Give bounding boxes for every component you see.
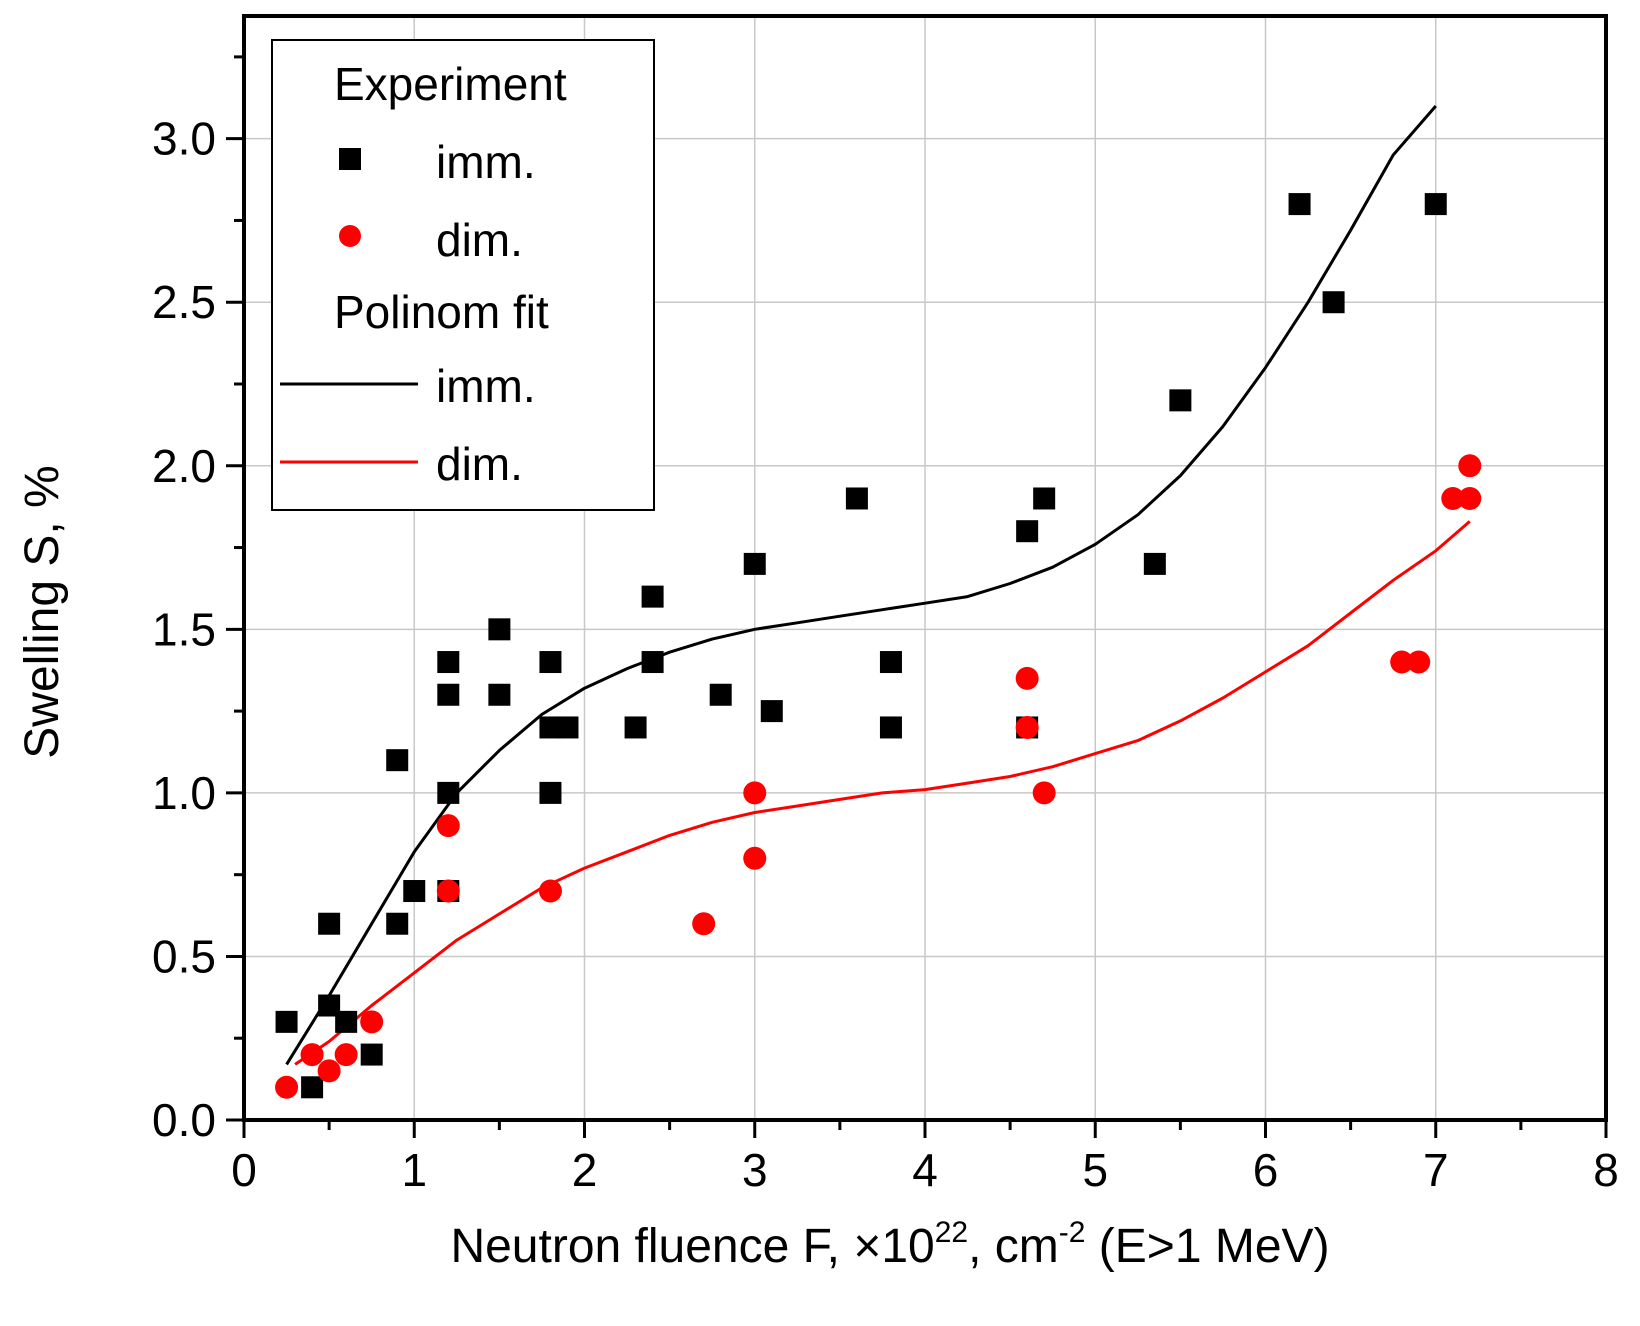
legend-box	[271, 39, 655, 511]
data-point-imm	[335, 1010, 358, 1033]
fit-line-imm	[285, 105, 1437, 1066]
data-point-dim	[300, 1043, 324, 1067]
data-point-imm	[539, 651, 562, 674]
data-point-imm	[1143, 552, 1166, 575]
legend-imm-experiment-label: imm.	[436, 136, 536, 188]
data-point-imm	[1424, 193, 1447, 216]
data-point-imm	[386, 749, 409, 772]
data-point-imm	[275, 1010, 298, 1033]
y-tick-label: 0.0	[152, 1094, 216, 1146]
data-point-dim	[436, 879, 460, 903]
data-point-dim	[1407, 650, 1431, 674]
legend-imm-marker	[339, 148, 361, 170]
data-point-imm	[301, 1076, 324, 1099]
data-point-imm	[1288, 193, 1311, 216]
y-axis-title: Swelling S, %	[16, 465, 69, 758]
data-point-imm	[641, 585, 664, 608]
data-point-imm	[488, 683, 511, 706]
legend: Experiment imm. dim. Polinom fit imm. di…	[271, 39, 655, 511]
x-tick-label: 1	[401, 1144, 427, 1196]
data-point-dim	[1390, 650, 1414, 674]
legend-dim-experiment-label: dim.	[436, 214, 523, 266]
y-tick-label: 1.0	[152, 767, 216, 819]
x-axis-title-unit: , cm	[968, 1220, 1059, 1273]
data-point-imm	[743, 552, 766, 575]
data-points	[275, 193, 1482, 1099]
x-tick-label: 5	[1082, 1144, 1108, 1196]
data-point-dim	[275, 1075, 299, 1099]
data-point-imm	[879, 716, 902, 739]
data-point-imm	[403, 880, 426, 903]
x-tick-label: 3	[742, 1144, 768, 1196]
data-point-dim	[743, 781, 767, 805]
data-point-imm	[437, 781, 460, 804]
data-point-dim	[1015, 666, 1039, 690]
x-axis-title-exponent: 22	[935, 1216, 968, 1249]
data-point-imm	[437, 683, 460, 706]
data-point-dim	[1458, 486, 1482, 510]
x-tick-label: 8	[1593, 1144, 1619, 1196]
data-point-imm	[488, 618, 511, 641]
data-point-dim	[1032, 781, 1056, 805]
data-point-imm	[386, 912, 409, 935]
x-tick-label: 0	[231, 1144, 257, 1196]
axes	[226, 14, 1608, 1138]
data-point-dim	[1015, 715, 1039, 739]
x-tick-label: 2	[572, 1144, 598, 1196]
data-point-dim	[743, 846, 767, 870]
legend-fit-title: Polinom fit	[334, 286, 549, 338]
x-tick-label: 6	[1253, 1144, 1279, 1196]
data-point-dim	[334, 1043, 358, 1067]
x-tick-label: 4	[912, 1144, 938, 1196]
data-point-imm	[641, 651, 664, 674]
data-point-imm	[1322, 291, 1345, 314]
x-axis-title-suffix: (E>1 MeV)	[1085, 1220, 1329, 1273]
legend-dim-marker	[339, 225, 361, 247]
y-tick-label: 2.0	[152, 440, 216, 492]
data-point-imm	[1169, 389, 1192, 412]
legend-imm-fit-label: imm.	[436, 360, 536, 412]
data-point-imm	[539, 781, 562, 804]
y-tick-label: 0.5	[152, 930, 216, 982]
data-point-dim	[1441, 486, 1465, 510]
x-axis-title-unit-exponent: -2	[1059, 1216, 1086, 1249]
y-tick-label: 2.5	[152, 276, 216, 328]
fit-curves	[285, 105, 1471, 1066]
data-point-dim	[317, 1059, 341, 1083]
data-point-imm	[1016, 520, 1039, 543]
data-point-dim	[538, 879, 562, 903]
data-point-imm	[845, 487, 868, 510]
x-axis-title: Neutron fluence F, ×1022, cm-2 (E>1 MeV)	[450, 1216, 1329, 1273]
data-point-imm	[624, 716, 647, 739]
fit-line-dim	[294, 520, 1471, 1066]
data-point-dim	[1458, 454, 1482, 478]
data-point-imm	[360, 1043, 383, 1066]
data-point-imm	[760, 700, 783, 723]
x-tick-label: 7	[1423, 1144, 1449, 1196]
data-point-dim	[360, 1010, 384, 1034]
legend-dim-fit-label: dim.	[436, 438, 523, 490]
x-axis-title-prefix: Neutron fluence F, ×10	[450, 1220, 934, 1273]
y-tick-label: 3.0	[152, 113, 216, 165]
data-point-imm	[539, 716, 562, 739]
legend-experiment-title: Experiment	[334, 58, 567, 110]
data-point-dim	[692, 912, 716, 936]
data-point-dim	[436, 814, 460, 838]
tick-labels: 0 1 2 3 4 5 6 7 8 0.0 0.5 1.0 1.5 2.0 2.5 3.0	[152, 113, 1619, 1196]
data-point-imm	[709, 683, 732, 706]
y-tick-label: 1.5	[152, 603, 216, 655]
data-point-imm	[318, 912, 341, 935]
data-point-imm	[437, 651, 460, 674]
data-point-imm	[879, 651, 902, 674]
data-point-imm	[556, 716, 579, 739]
data-point-imm	[318, 994, 341, 1017]
data-point-imm	[1033, 487, 1056, 510]
